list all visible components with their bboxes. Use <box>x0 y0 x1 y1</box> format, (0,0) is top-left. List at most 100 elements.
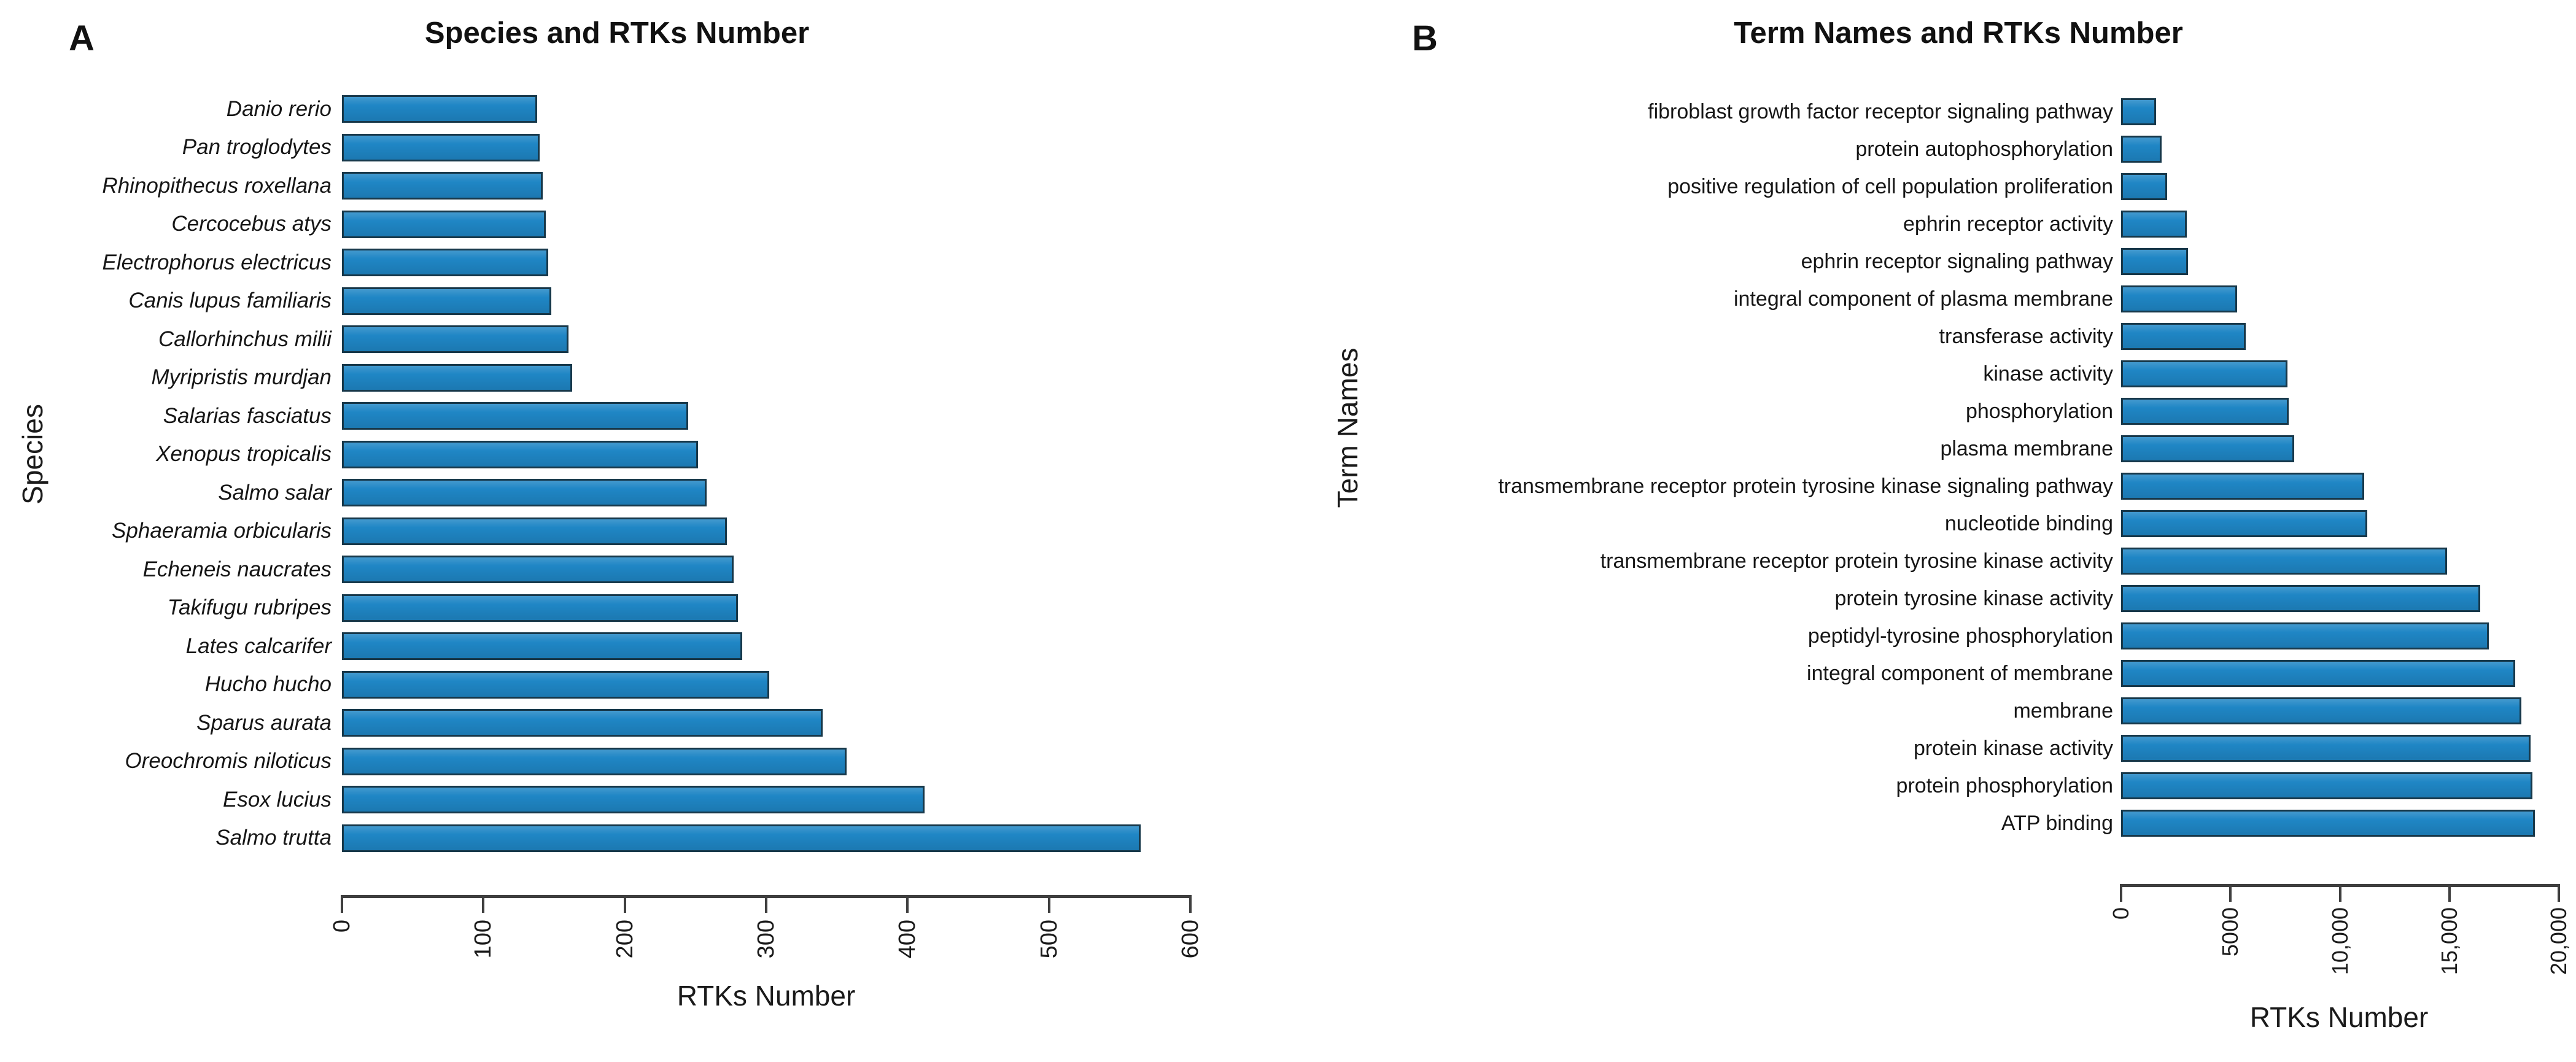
axis-tick-label: 20,000 <box>2546 907 2571 975</box>
category-label: ephrin receptor activity <box>1903 212 2113 236</box>
bar <box>2121 473 2364 500</box>
category-label: Salarias fasciatus <box>163 404 332 428</box>
bar <box>342 748 847 775</box>
category-label: membrane <box>2013 699 2113 723</box>
bar <box>342 786 925 813</box>
category-label: protein phosphorylation <box>1896 774 2113 797</box>
bar <box>342 824 1141 852</box>
bar <box>2121 772 2532 799</box>
category-label: Myripristis murdjan <box>151 365 332 389</box>
bar <box>2121 585 2480 612</box>
x-axis-line <box>341 895 1192 898</box>
category-label: Xenopus tropicalis <box>156 442 332 466</box>
category-label: fibroblast growth factor receptor signal… <box>1648 100 2113 123</box>
bar <box>342 594 738 622</box>
bar <box>2121 248 2188 275</box>
bar <box>342 632 742 660</box>
bar <box>2121 660 2515 687</box>
bar <box>2121 510 2367 537</box>
bar <box>342 325 568 353</box>
category-label: protein autophosphorylation <box>1855 138 2113 161</box>
bar <box>342 95 537 123</box>
panel-b-x-axis-label: RTKs Number <box>2249 1001 2429 1033</box>
bar <box>342 556 734 583</box>
panel-a-letter: A <box>69 18 95 58</box>
bar <box>2121 136 2162 163</box>
category-label: positive regulation of cell population p… <box>1667 175 2113 198</box>
category-label: Takifugu rubripes <box>167 595 332 619</box>
axis-tick <box>2339 887 2341 902</box>
category-label: Rhinopithecus roxellana <box>102 174 332 198</box>
category-label: Sparus aurata <box>196 711 332 735</box>
x-axis-line <box>2120 884 2560 887</box>
bar <box>342 709 823 737</box>
category-label: Salmo salar <box>218 481 332 505</box>
axis-tick-label: 5000 <box>2217 907 2243 957</box>
bar <box>342 211 546 238</box>
bar <box>2121 810 2535 837</box>
bar <box>342 364 572 392</box>
panel-a-x-axis-label: RTKs Number <box>677 980 856 1012</box>
panel-a-title: Species and RTKs Number <box>424 17 810 50</box>
axis-tick-label: 15,000 <box>2437 907 2462 975</box>
category-label: ephrin receptor signaling pathway <box>1801 250 2113 273</box>
bar <box>342 517 727 545</box>
category-label: Oreochromis niloticus <box>125 749 332 773</box>
axis-tick <box>765 898 767 913</box>
axis-tick <box>2558 887 2560 902</box>
axis-tick <box>2229 887 2232 902</box>
axis-tick-label: 10,000 <box>2327 907 2353 975</box>
category-label: transmembrane receptor protein tyrosine … <box>1498 475 2113 498</box>
category-label: Lates calcarifer <box>185 634 332 658</box>
bar <box>2121 697 2521 724</box>
bar <box>2121 398 2289 425</box>
category-label: Esox lucius <box>222 788 332 812</box>
category-label: transmembrane receptor protein tyrosine … <box>1600 549 2113 573</box>
bar <box>342 671 769 699</box>
category-label: Electrophorus electricus <box>102 250 332 274</box>
axis-tick <box>341 898 343 913</box>
category-label: Callorhinchus milii <box>158 327 332 351</box>
axis-tick <box>482 898 484 913</box>
category-label: integral component of membrane <box>1807 662 2113 685</box>
bar <box>2121 360 2287 387</box>
bar <box>342 172 543 200</box>
category-label: integral component of plasma membrane <box>1734 287 2113 311</box>
bar <box>2121 323 2246 350</box>
axis-tick <box>2448 887 2451 902</box>
category-label: Hucho hucho <box>204 672 332 696</box>
bar <box>342 287 551 315</box>
axis-tick-label: 0 <box>2108 907 2133 920</box>
bar <box>2121 435 2294 462</box>
panel-b-title: Term Names and RTKs Number <box>1734 17 2183 50</box>
bar <box>2121 173 2167 200</box>
category-label: ATP binding <box>2001 812 2113 835</box>
axis-tick <box>1189 898 1192 913</box>
category-label: Canis lupus familiaris <box>128 289 332 312</box>
category-label: protein kinase activity <box>1913 737 2113 760</box>
category-label: Sphaeramia orbicularis <box>112 519 332 543</box>
bar <box>342 479 707 506</box>
bar <box>2121 211 2187 238</box>
bar <box>342 402 688 430</box>
bar <box>2121 548 2447 575</box>
category-label: protein tyrosine kinase activity <box>1834 587 2113 610</box>
category-label: plasma membrane <box>1940 437 2113 460</box>
bar <box>342 441 698 468</box>
axis-tick <box>906 898 909 913</box>
axis-tick <box>624 898 626 913</box>
bar <box>342 134 540 161</box>
axis-tick <box>2120 887 2122 902</box>
category-label: Echeneis naucrates <box>142 557 332 581</box>
panel-b-letter: B <box>1412 18 1438 58</box>
axis-tick <box>1048 898 1050 913</box>
category-label: Danio rerio <box>226 97 332 121</box>
category-label: peptidyl-tyrosine phosphorylation <box>1807 624 2113 648</box>
category-label: Salmo trutta <box>215 826 332 850</box>
category-label: transferase activity <box>1939 325 2113 348</box>
category-label: kinase activity <box>1983 362 2113 386</box>
bar <box>2121 285 2237 312</box>
